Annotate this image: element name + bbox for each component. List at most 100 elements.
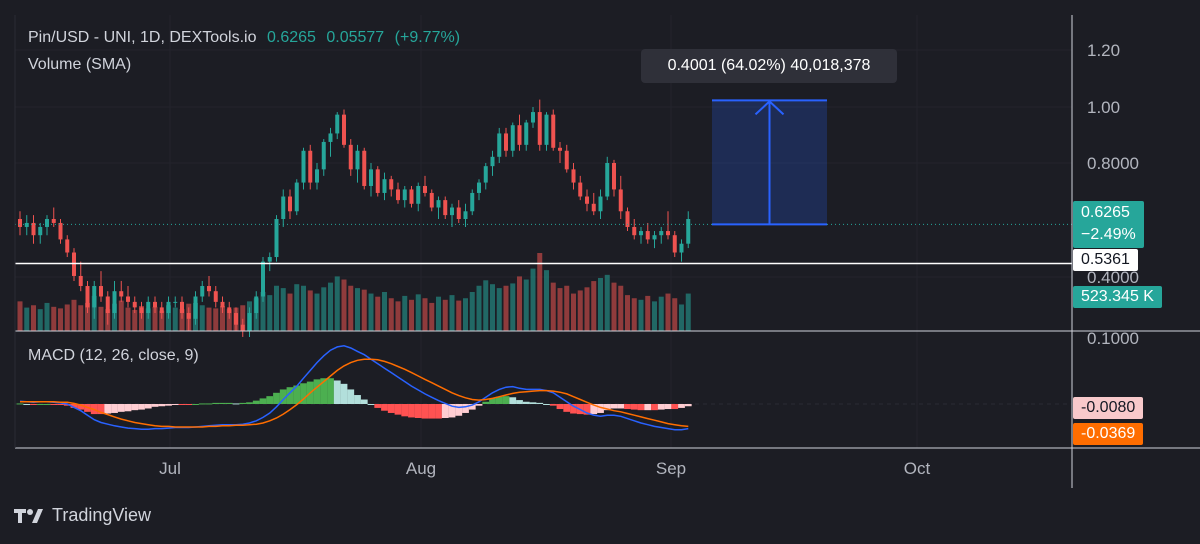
macd-histogram-bar: [36, 404, 44, 405]
candle-body: [652, 235, 657, 240]
macd-legend[interactable]: MACD (12, 26, close, 9): [28, 347, 199, 364]
volume-bar: [544, 270, 549, 331]
macd-histogram-bar: [158, 404, 166, 407]
volume-bar: [51, 306, 57, 331]
x-tick-label: Sep: [656, 459, 686, 478]
candle-body: [632, 226, 637, 236]
volume-bar: [334, 276, 340, 331]
volume-legend[interactable]: Volume (SMA): [28, 56, 132, 73]
macd-histogram-bar: [549, 404, 557, 406]
y-tick-label: 0.4000: [1087, 268, 1139, 287]
macd-histogram-bar: [624, 404, 631, 410]
volume-bar: [24, 307, 30, 331]
volume-bar: [118, 300, 124, 331]
x-tick-label: Aug: [406, 459, 436, 478]
candle-body: [254, 296, 259, 314]
macd-histogram-bar: [387, 404, 395, 413]
candle-body: [483, 166, 488, 183]
macd-histogram-bar: [502, 396, 510, 404]
candle-body: [558, 147, 562, 151]
macd-histogram-bar: [570, 404, 577, 414]
candle-body: [65, 239, 70, 253]
line-level-badge: 0.5361: [1073, 249, 1138, 271]
macd-histogram-bar: [597, 404, 604, 413]
candle-body: [389, 179, 394, 190]
macd-histogram-bar: [333, 380, 341, 404]
macd-histogram-bar: [678, 404, 685, 408]
macd-histogram-bar: [43, 404, 51, 405]
macd-histogram-bar: [516, 400, 523, 404]
candle-body: [294, 182, 299, 212]
candle-body: [463, 211, 468, 219]
measure-arrow-head: [754, 100, 785, 116]
volume-bar: [267, 295, 273, 331]
volume-bar: [645, 295, 651, 331]
y-tick-label: 0.1000: [1087, 329, 1139, 348]
candle-body: [38, 226, 43, 236]
footer-brand-label: TradingView: [52, 505, 152, 525]
volume-bar: [422, 298, 428, 331]
candle-body: [78, 275, 83, 287]
macd-histogram-bar: [482, 401, 490, 404]
candle-body: [564, 150, 569, 170]
macd-histogram-bar: [171, 404, 179, 405]
volume-bar: [658, 296, 664, 331]
grid-lines: [15, 15, 1072, 448]
y-tick-label: 1.00: [1087, 98, 1120, 117]
macd-histogram-bar: [23, 404, 31, 405]
candle-body: [639, 231, 643, 236]
tradingview-logo-icon: [14, 508, 43, 523]
candle-body: [166, 301, 171, 314]
macd-histogram-bar: [57, 404, 64, 405]
candle-body: [213, 291, 218, 302]
volume-bar: [172, 307, 178, 331]
candle-body: [585, 196, 589, 204]
macd-histogram-bar: [192, 404, 199, 405]
volume-bar: [301, 285, 306, 331]
footer-brand[interactable]: TradingView: [14, 505, 151, 526]
macd-histogram-bar: [198, 403, 206, 405]
volume-bar: [274, 285, 279, 331]
macd-histogram-bar: [144, 404, 152, 409]
volume-bars: [17, 253, 691, 331]
macd-histogram-bar: [77, 404, 85, 410]
volume-bar: [672, 298, 678, 331]
volume-bar: [557, 288, 563, 331]
candle-body: [598, 196, 603, 212]
volume-bar: [355, 288, 360, 331]
volume-bar: [226, 309, 232, 331]
symbol-label[interactable]: Pin/USD - UNI, 1D, DEXTools.io: [28, 29, 257, 46]
macd-histogram-bar: [408, 404, 415, 418]
candle-body: [207, 286, 211, 292]
volume-badge: 523.345 K: [1073, 286, 1162, 308]
volume-bar: [199, 305, 205, 331]
volume-bar: [679, 304, 684, 331]
macd-histogram-bar: [131, 404, 139, 411]
volume-bar: [604, 274, 610, 331]
macd-histogram-bar: [124, 404, 132, 412]
x-tick-label: Jul: [159, 459, 181, 478]
macd-histogram-bar: [246, 402, 253, 404]
measure-tool[interactable]: [712, 99, 827, 226]
volume-bar: [402, 295, 408, 331]
volume-bar: [490, 284, 495, 331]
macd-histogram-bar: [117, 404, 125, 412]
macd-histogram-bar: [111, 404, 118, 413]
candle-body: [409, 189, 414, 204]
volume-bar: [280, 288, 286, 331]
candle-body: [537, 112, 542, 145]
macd-histogram-bar: [50, 404, 58, 405]
volume-bar: [571, 293, 576, 331]
candle-body: [126, 296, 130, 302]
macd-histogram-bar: [300, 383, 307, 404]
volume-bar: [517, 276, 522, 331]
candle-body: [429, 192, 434, 208]
macd-histogram-bar: [293, 385, 301, 404]
price-change-pct: (+9.77%): [394, 29, 461, 46]
chart-legend: Pin/USD - UNI, 1D, DEXTools.io 0.6265 0.…: [28, 29, 466, 47]
candle-body: [382, 179, 387, 193]
candle-body: [308, 150, 313, 183]
volume-bar: [598, 277, 603, 331]
candle-body: [173, 301, 178, 303]
